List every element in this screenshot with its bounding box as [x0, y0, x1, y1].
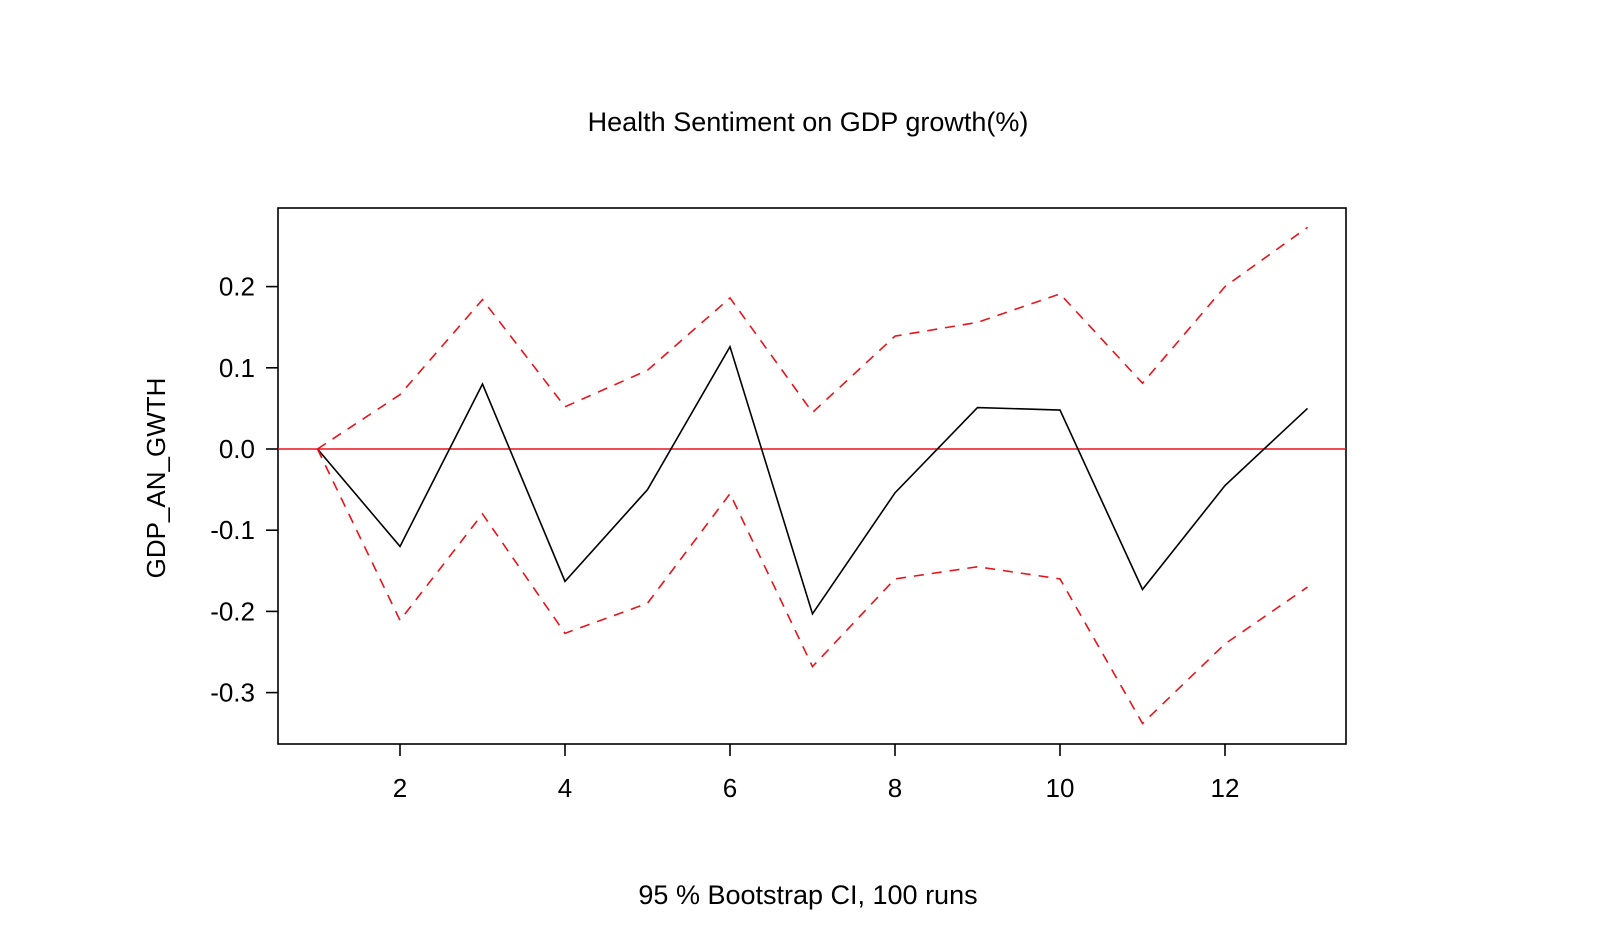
x-axis: 2 4 6 8 10 12: [393, 744, 1240, 803]
chart-title: Health Sentiment on GDP growth(%): [588, 107, 1029, 137]
plot-frame: [277, 207, 1347, 745]
x-tick-label: 12: [1211, 773, 1240, 803]
x-axis-label: 95 % Bootstrap CI, 100 runs: [638, 880, 977, 910]
y-axis: -0.3 -0.2 -0.1 0.0 0.1 0.2: [210, 272, 278, 708]
x-tick-label: 2: [393, 773, 407, 803]
y-tick-label: 0.2: [219, 272, 255, 302]
plot-area: [277, 207, 1347, 745]
series-line-upper: [317, 226, 1308, 450]
y-tick-label: -0.2: [210, 596, 255, 626]
x-tick-label: 6: [723, 773, 737, 803]
series-line-lower: [316, 448, 1308, 725]
x-tick-label: 8: [888, 773, 902, 803]
y-tick-label: 0.0: [219, 434, 255, 464]
y-tick-label: -0.1: [210, 515, 255, 545]
y-tick-label: -0.3: [210, 678, 255, 708]
x-tick-label: 4: [558, 773, 572, 803]
y-axis-label: GDP_AN_GWTH: [141, 378, 171, 579]
x-tick-label: 10: [1046, 773, 1075, 803]
y-tick-label: 0.1: [219, 353, 255, 383]
series-line-response: [316, 344, 1309, 616]
